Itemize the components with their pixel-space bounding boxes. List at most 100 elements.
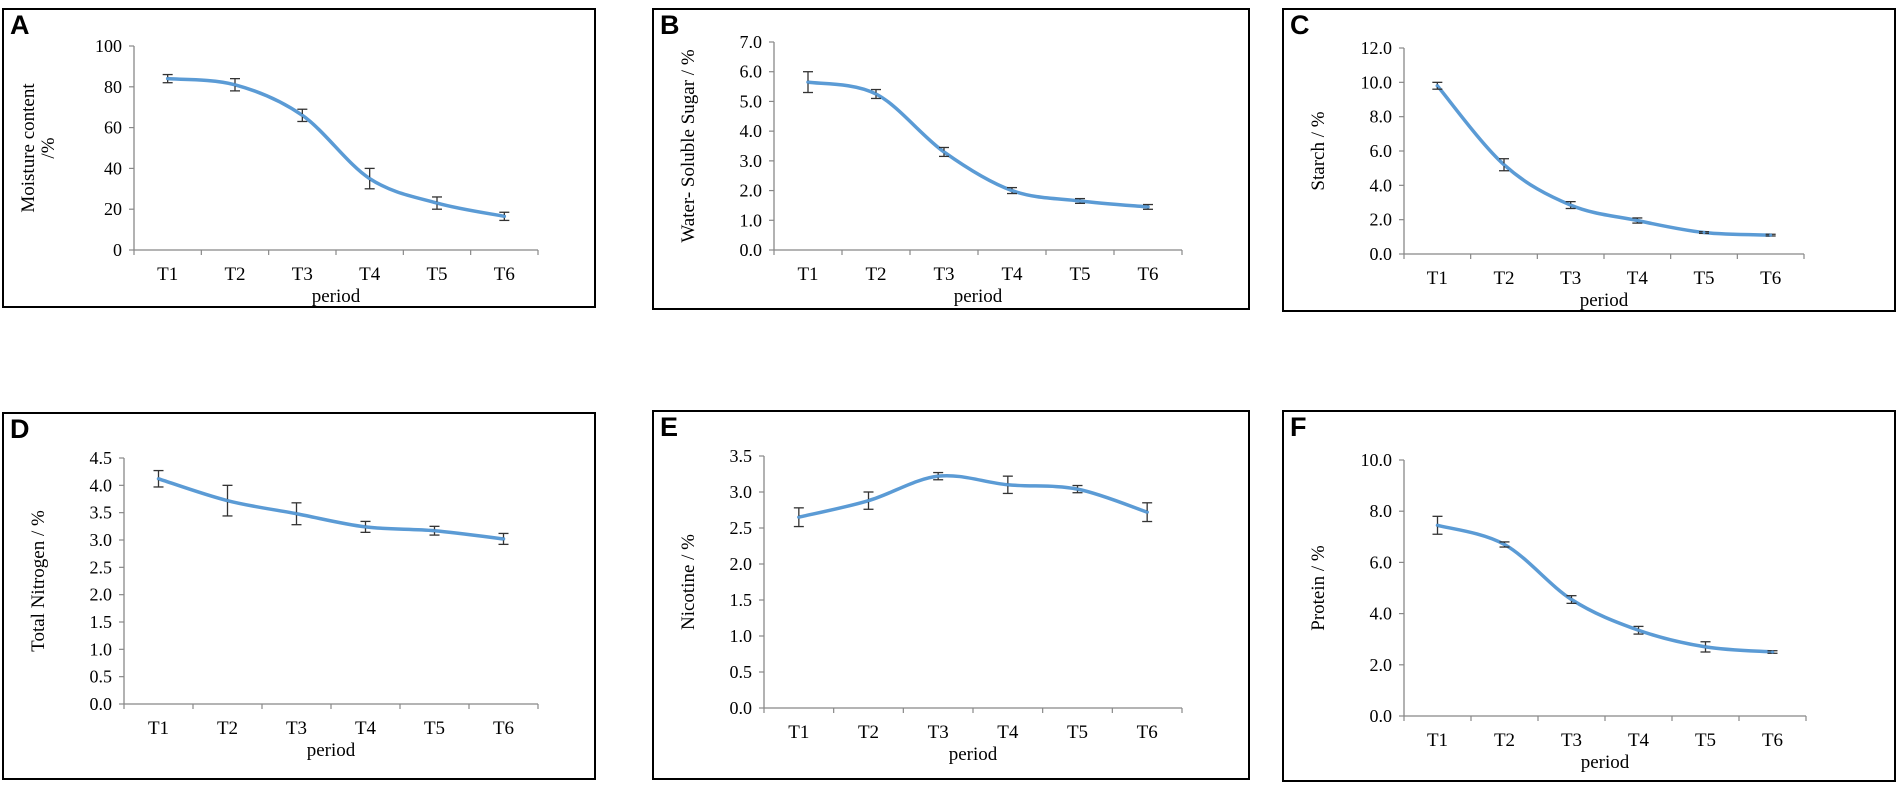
chart-svg: 0.0 2.0 4.0 6.0 8.0 10.0 12.0 T1 T2 T3 T4 T5 T6 perio… xyxy=(1308,38,1805,311)
series-line xyxy=(1435,523,1775,654)
y-tick-label: 80 xyxy=(104,77,122,97)
y-tick-label: 20 xyxy=(104,199,122,219)
y-tick-label: 2.0 xyxy=(1370,210,1393,230)
y-tick-label: 6.0 xyxy=(740,62,763,82)
data-point xyxy=(166,77,170,81)
x-axis-label: period xyxy=(1581,752,1630,773)
data-point xyxy=(295,512,298,516)
data-point xyxy=(942,150,946,154)
series-line xyxy=(156,477,506,541)
panel-letter: C xyxy=(1290,10,1310,40)
x-tick-label: T1 xyxy=(788,722,809,743)
chart-panel-f: F 0.0 2.0 4.0 6.0 8.0 10.0 T1 T2 T3 T4 T5 T6 period P… xyxy=(1282,410,1896,782)
series-line xyxy=(165,76,507,219)
data-point xyxy=(1771,650,1774,654)
y-tick-label: 1.0 xyxy=(740,210,763,230)
data-point xyxy=(435,201,439,205)
y-tick-label: 0.0 xyxy=(1370,706,1393,726)
x-tick-label: T1 xyxy=(797,264,818,285)
x-axis-label: period xyxy=(954,286,1003,307)
y-tick-label: 12.0 xyxy=(1361,38,1393,58)
chart-panel-a: A 0 20 40 60 80 100 T1 T2 T3 T4 T5 T6 period Moisture… xyxy=(2,8,596,308)
data-point xyxy=(1010,189,1014,193)
data-point xyxy=(1637,628,1640,632)
y-tick-label: 100 xyxy=(95,36,122,56)
chart-panel-d: D 0.0 0.5 1.0 1.5 2.0 2.5 3.0 3.5 4.0 4.5 T1 T2 T3 T4… xyxy=(2,412,596,780)
y-tick-label: 2.0 xyxy=(730,554,753,574)
data-point xyxy=(1436,523,1439,527)
x-tick-label: T2 xyxy=(224,264,245,285)
y-axis-label: Water- Soluble Sugar / % xyxy=(678,49,699,242)
x-tick-label: T6 xyxy=(493,718,514,739)
x-tick-label: T1 xyxy=(148,718,169,739)
y-tick-label: 10.0 xyxy=(1361,450,1393,470)
y-tick-label: 2.0 xyxy=(1370,655,1393,675)
chart-svg: 0.0 0.5 1.0 1.5 2.0 2.5 3.0 3.5 4.0 4.5 T1 T2 T3 T4 T5… xyxy=(28,448,539,761)
y-tick-label: 4.0 xyxy=(1370,175,1393,195)
x-tick-label: T1 xyxy=(1427,730,1448,751)
y-tick-label: 1.0 xyxy=(730,626,753,646)
y-axis-label: Total Nitrogen / % xyxy=(28,510,49,652)
x-tick-label: T3 xyxy=(1560,268,1581,289)
x-axis-label: period xyxy=(1580,290,1629,311)
data-point xyxy=(1704,645,1707,649)
y-tick-label: 3.0 xyxy=(730,482,753,502)
data-point xyxy=(1702,231,1706,235)
y-axis-label: Moisture content xyxy=(18,83,39,213)
y-tick-label: 1.5 xyxy=(90,612,113,632)
y-tick-label: 2.0 xyxy=(740,181,763,201)
y-tick-label: 2.5 xyxy=(730,518,753,538)
data-point xyxy=(797,515,801,519)
data-point xyxy=(1145,510,1149,514)
y-tick-label: 0.0 xyxy=(730,698,753,718)
y-tick-label: 6.0 xyxy=(1370,552,1393,572)
y-tick-label: 1.0 xyxy=(90,639,113,659)
y-tick-label: 0.0 xyxy=(90,694,113,714)
chart-panel-e: E 0.0 0.5 1.0 1.5 2.0 2.5 3.0 3.5 T1 T2 T3 T4 T5 T6 pe… xyxy=(652,410,1250,780)
data-point xyxy=(936,474,940,478)
chart-svg: 0.0 1.0 2.0 3.0 4.0 5.0 6.0 7.0 T1 T2 T3 T4 T5 T6 peri… xyxy=(678,32,1183,307)
y-tick-label: 3.0 xyxy=(740,151,763,171)
x-axis-label: period xyxy=(312,286,361,307)
chart-panel-b: B 0.0 1.0 2.0 3.0 4.0 5.0 6.0 7.0 T1 T2 T3 T4 T5 T6 pe… xyxy=(652,8,1250,310)
x-tick-label: T2 xyxy=(858,722,879,743)
data-point xyxy=(157,477,160,481)
x-tick-label: T4 xyxy=(355,718,377,739)
panel-letter: F xyxy=(1290,412,1307,442)
data-point xyxy=(233,83,237,87)
y-tick-label: 0.5 xyxy=(90,667,113,687)
data-point xyxy=(1570,598,1573,602)
x-tick-label: T5 xyxy=(426,264,447,285)
y-tick-label: 5.0 xyxy=(740,91,763,111)
y-tick-label: 4.0 xyxy=(1370,604,1393,624)
data-point xyxy=(1503,542,1506,546)
x-tick-label: T4 xyxy=(1628,730,1650,751)
data-point xyxy=(1502,163,1506,167)
x-tick-label: T3 xyxy=(1561,730,1582,751)
chart-svg: 0.0 0.5 1.0 1.5 2.0 2.5 3.0 3.5 T1 T2 T3 T4 T5 T6 peri… xyxy=(678,446,1183,765)
y-tick-label: 3.0 xyxy=(90,530,113,550)
x-tick-label: T5 xyxy=(1693,268,1714,289)
y-tick-label: 2.5 xyxy=(90,557,113,577)
y-tick-label: 4.0 xyxy=(90,475,113,495)
panel-letter: D xyxy=(10,414,30,444)
series-line xyxy=(806,80,1150,209)
data-point xyxy=(1435,84,1439,88)
x-tick-label: T5 xyxy=(1069,264,1090,285)
x-tick-label: T6 xyxy=(1137,722,1158,743)
x-tick-label: T4 xyxy=(1001,264,1023,285)
x-tick-label: T4 xyxy=(1627,268,1649,289)
y-tick-label: 60 xyxy=(104,118,122,138)
x-tick-label: T2 xyxy=(865,264,886,285)
x-tick-label: T2 xyxy=(1494,730,1515,751)
y-tick-label: 4.5 xyxy=(90,448,113,468)
y-tick-label: 2.0 xyxy=(90,585,113,605)
y-tick-label: 3.5 xyxy=(730,446,753,466)
data-point xyxy=(1006,483,1010,487)
data-point xyxy=(502,537,505,541)
y-tick-label: 40 xyxy=(104,158,122,178)
data-point xyxy=(364,525,367,529)
y-axis-label: Protein / % xyxy=(1308,545,1329,631)
data-point xyxy=(874,92,878,96)
x-tick-label: T3 xyxy=(286,718,307,739)
